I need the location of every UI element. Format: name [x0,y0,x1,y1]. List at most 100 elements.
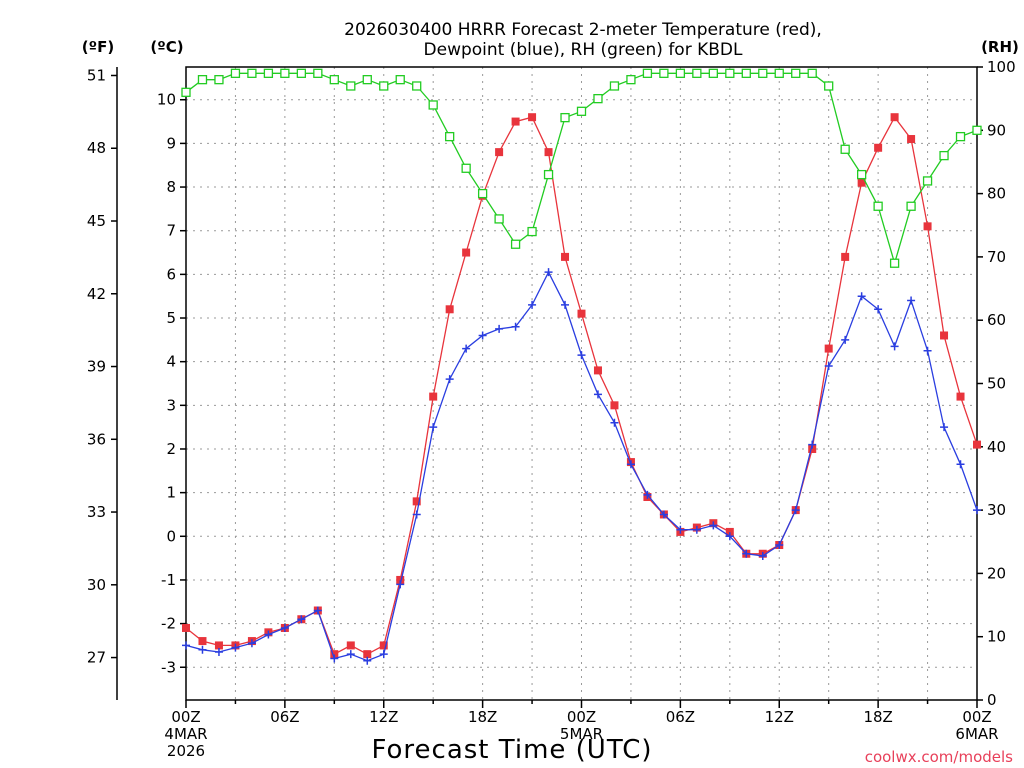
rh-point [527,226,537,237]
dewpoint-point [676,525,685,534]
dewpoint-point [940,423,949,432]
temperature-line [185,116,978,656]
x-axis-label: Forecast Time (UTC) [371,735,652,765]
dewpoint-point [593,390,602,399]
dewpoint-point [626,460,635,469]
dewpoint-point [923,346,932,355]
temperature-point [330,650,339,659]
temperature-point [973,440,981,449]
temperature-point [907,135,916,144]
dewpoint-point [396,580,405,589]
chart-axes: -3-2-10123456789102730333639424548510102… [87,58,1016,760]
credit-text: coolwx.com/models [865,748,1013,766]
celsius-tick-label: 2 [166,440,176,458]
celsius-tick-label: 7 [166,222,176,240]
rh-point [725,68,735,78]
x-tick-label: 00Z [567,708,596,726]
fahrenheit-tick-label: 51 [87,66,106,84]
dewpoint-point [610,418,619,427]
dewpoint-point [412,510,421,519]
dewpoint-point [462,344,471,353]
temperature-point [346,641,355,650]
dewpoint-point [429,423,438,432]
rh-point [692,68,702,78]
rh-point [774,68,784,78]
temperature-point [462,248,471,257]
dewpoint-point [841,335,850,344]
temperature-point [577,309,586,318]
fahrenheit-tick-label: 27 [87,649,106,667]
temperature-point [824,344,833,353]
rh-tick-label: 30 [987,501,1006,519]
celsius-tick-label: -3 [161,658,176,676]
rh-point [791,68,801,78]
dewpoint-point [445,375,454,384]
series-dewpoint [182,268,981,665]
rh-tick-label: 10 [987,628,1006,646]
rh-point [593,94,603,104]
temperature-point [561,252,570,261]
rh-point [889,258,900,268]
rh-point [346,81,356,91]
rh-tick-label: 20 [987,564,1006,582]
x-tick-label: 00Z [962,708,991,726]
rh-point [840,144,850,154]
fahrenheit-tick-label: 45 [87,212,106,230]
celsius-tick-label: 6 [166,265,176,283]
dewpoint-point [692,525,701,534]
fahrenheit-tick-label: 48 [87,139,106,157]
dewpoint-point [824,362,833,371]
rh-point [214,75,224,85]
dewpoint-point [709,521,718,530]
fahrenheit-tick-label: 39 [87,358,106,376]
rh-point [510,239,521,249]
temperature-point [841,252,850,261]
rh-point [955,131,966,142]
temperature-point [396,575,405,584]
rh-point [230,68,241,78]
rh-point [543,169,554,180]
rh-tick-label: 80 [987,185,1006,203]
dewpoint-point [330,654,339,663]
rh-point [494,214,504,224]
dewpoint-point [742,549,751,558]
x-tick-label: 4MAR [164,725,207,743]
dewpoint-point [659,510,668,519]
temperature-point [544,148,553,157]
celsius-tick-label: 5 [166,309,176,327]
temperature-point [874,143,883,152]
x-tick-label: 18Z [863,708,892,726]
rh-point [461,163,471,173]
temperature-point [857,178,866,187]
rh-tick-label: 100 [987,58,1016,76]
rh-point [263,68,274,78]
chart-title-line2: Dewpoint (blue), RH (green) for KBDL [424,40,743,60]
rh-point [856,169,867,180]
rh-point [758,68,768,78]
dewpoint-point [198,645,207,654]
rh-point [329,75,339,85]
celsius-tick-label: 1 [166,484,176,502]
dewpoint-point [643,490,652,499]
rh-point [708,68,718,78]
x-tick-label: 5MAR [560,725,603,743]
temperature-point [923,222,932,231]
rh-point [445,131,455,142]
temperature-point [940,331,949,340]
rh-tick-label: 50 [987,375,1006,393]
rh-point [675,68,686,78]
dewpoint-point [874,305,883,314]
celsius-tick-label: 3 [166,396,176,414]
rh-point [560,112,570,123]
rh-point [642,68,653,78]
rh-point [741,68,751,78]
rh-point [197,75,208,85]
temperature-point [445,305,454,314]
rh-point [873,201,883,211]
dewpoint-point [561,300,570,309]
fahrenheit-unit-label: (ºF) [82,38,114,56]
chart-series [181,68,982,665]
rh-line [185,72,978,266]
dewpoint-point [544,268,553,277]
